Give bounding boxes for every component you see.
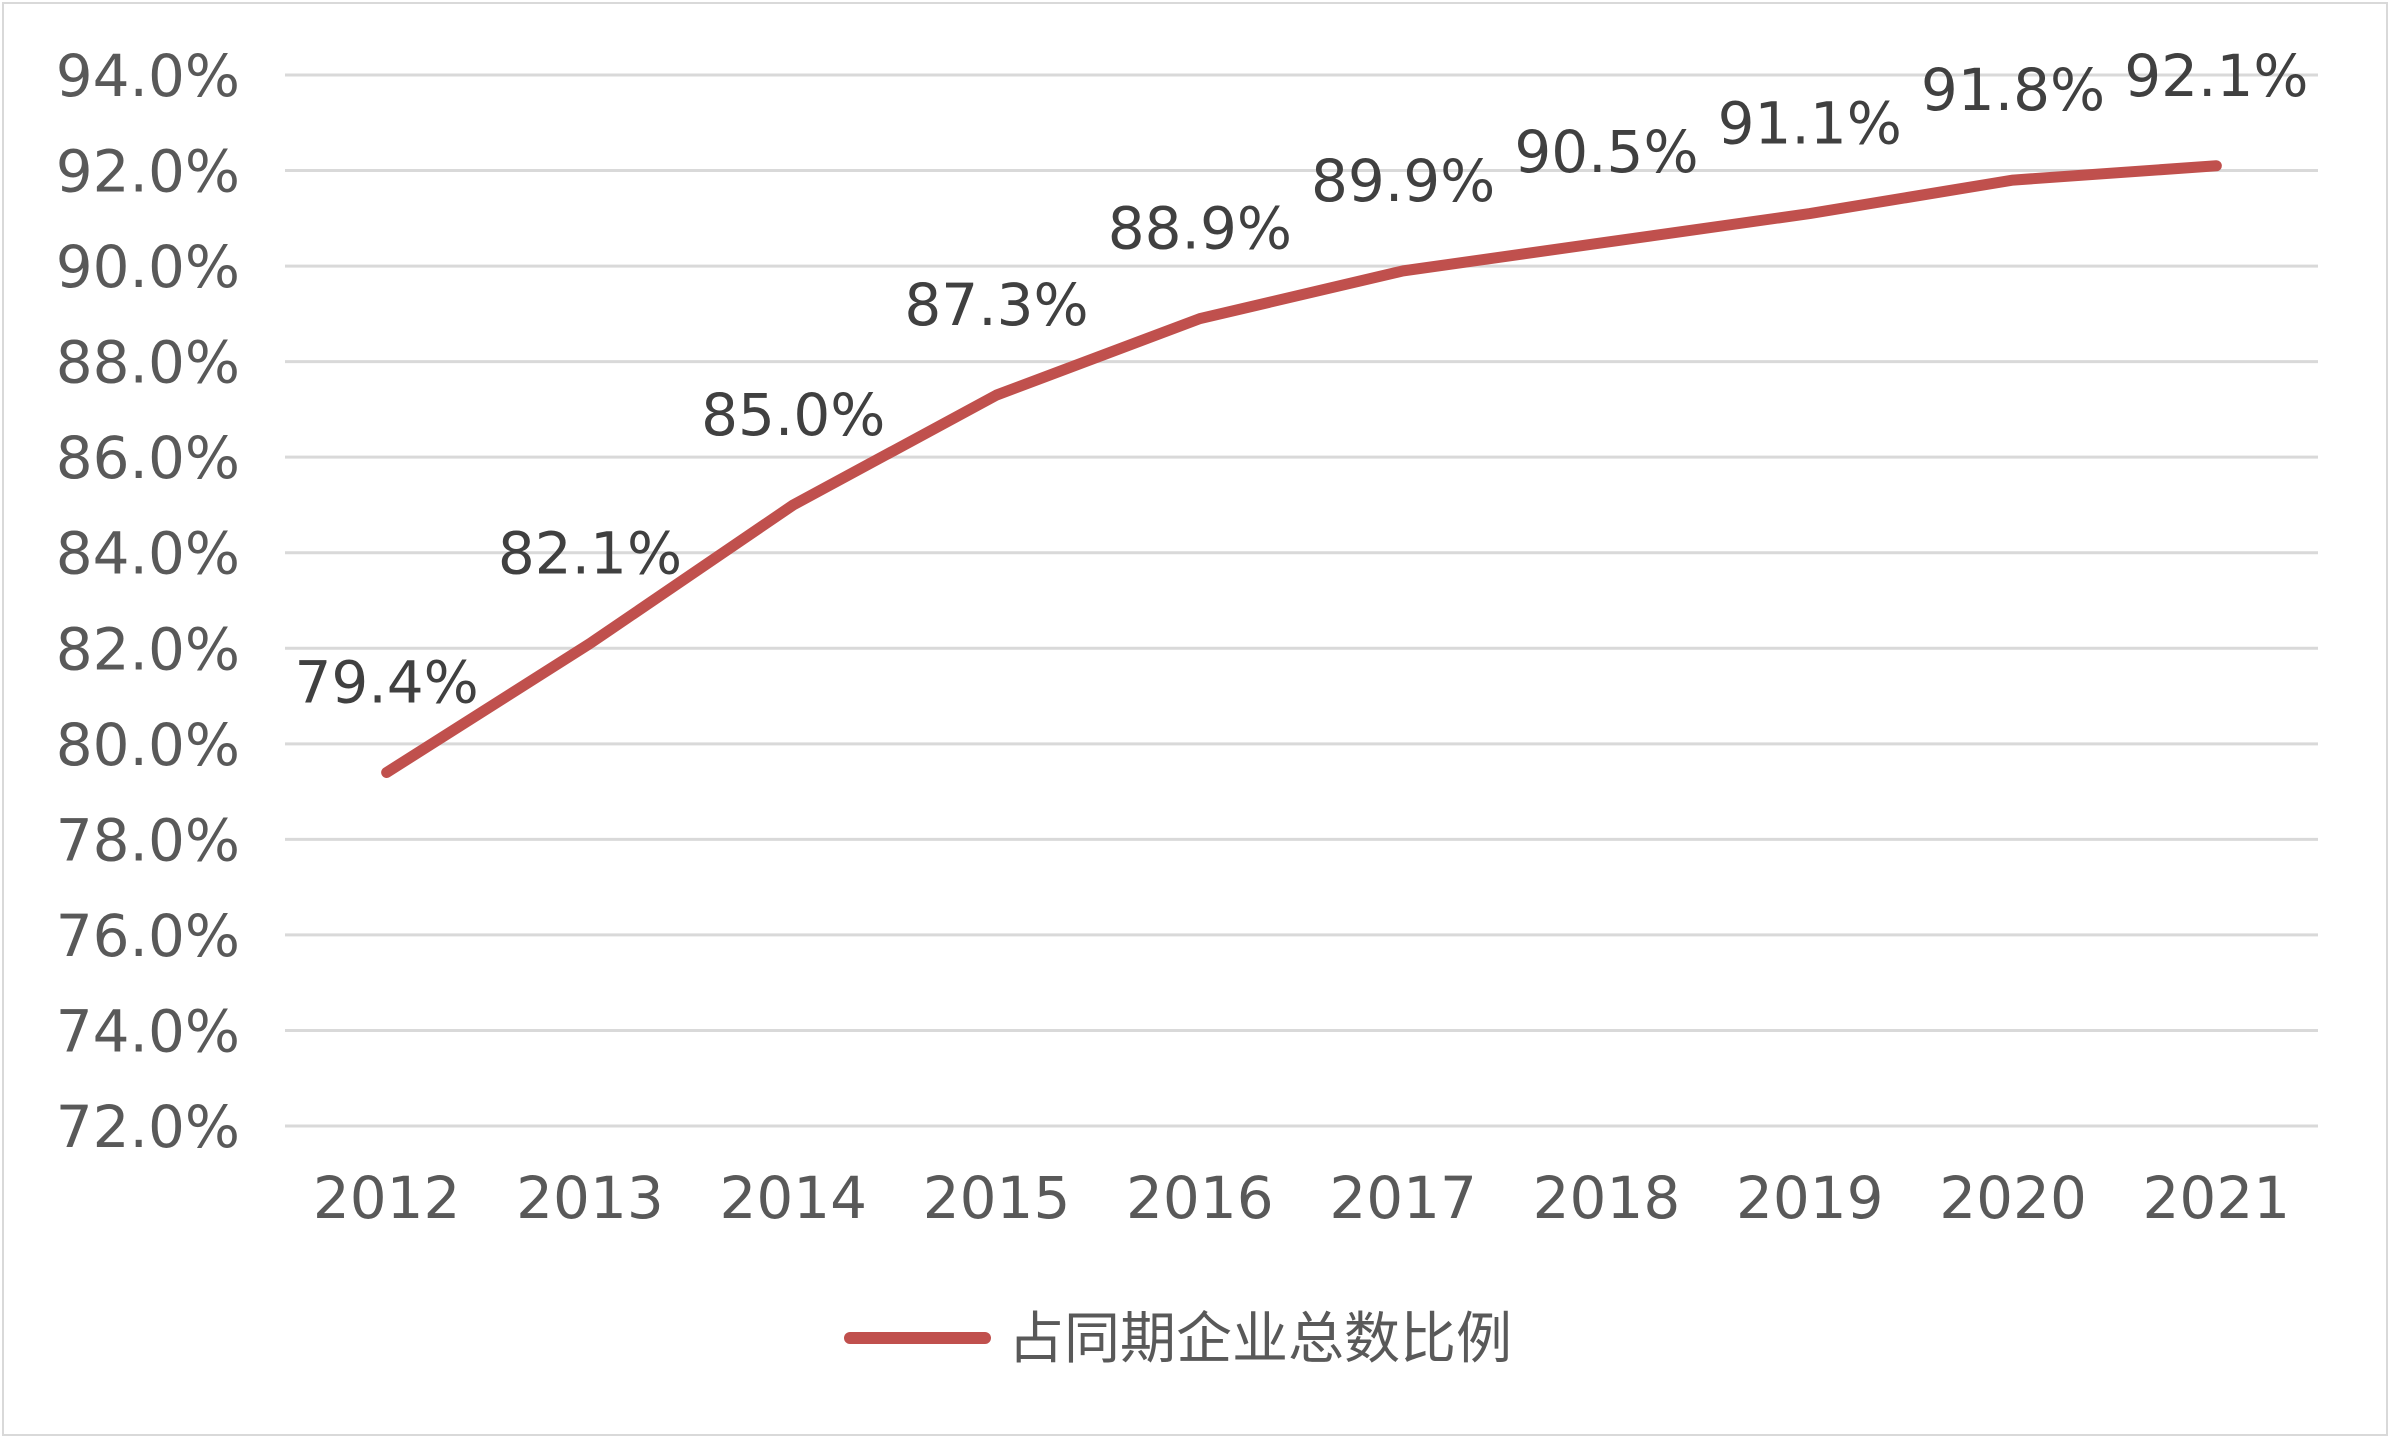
- data-label: 87.3%: [904, 271, 1088, 339]
- data-label: 89.9%: [1311, 147, 1495, 215]
- data-label: 79.4%: [295, 648, 479, 716]
- data-label: 91.1%: [1718, 90, 1902, 158]
- x-tick-label: 2020: [1939, 1164, 2087, 1232]
- y-tick-label: 74.0%: [56, 997, 240, 1065]
- data-label: 85.0%: [701, 381, 885, 449]
- data-label: 90.5%: [1514, 118, 1698, 186]
- series-line: [381, 160, 2222, 778]
- y-tick-label: 72.0%: [56, 1093, 240, 1161]
- y-tick-label: 88.0%: [56, 329, 240, 397]
- x-tick-label: 2015: [923, 1164, 1071, 1232]
- y-tick-label: 86.0%: [56, 424, 240, 492]
- x-tick-label: 2014: [719, 1164, 867, 1232]
- x-tick-label: 2021: [2143, 1164, 2291, 1232]
- y-axis-tick-labels: 72.0% 74.0% 76.0% 78.0% 80.0% 82.0% 84.0% 86.0%…: [56, 42, 240, 1161]
- x-tick-label: 2012: [313, 1164, 461, 1232]
- y-tick-label: 84.0%: [56, 520, 240, 588]
- y-tick-label: 80.0%: [56, 711, 240, 779]
- data-label: 88.9%: [1108, 195, 1292, 263]
- legend-label: 占同期企业总数比例: [1008, 1307, 1512, 1372]
- y-tick-label: 76.0%: [56, 902, 240, 970]
- y-tick-label: 78.0%: [56, 806, 240, 874]
- data-label: 91.8%: [1921, 56, 2105, 124]
- legend: 占同期企业总数比例: [844, 1307, 1512, 1372]
- gridlines: [285, 73, 2318, 1128]
- x-tick-label: 2017: [1329, 1164, 1477, 1232]
- x-tick-label: 2019: [1736, 1164, 1884, 1232]
- data-labels: 79.4% 82.1% 85.0% 87.3% 88.9% 89.9% 90.5% 91.1%…: [295, 42, 2309, 717]
- x-tick-label: 2016: [1126, 1164, 1274, 1232]
- x-tick-label: 2018: [1533, 1164, 1681, 1232]
- y-tick-label: 82.0%: [56, 615, 240, 683]
- series-layer: [381, 160, 2222, 778]
- x-tick-label: 2013: [516, 1164, 664, 1232]
- x-axis-tick-labels: 2012 2013 2014 2015 2016 2017 2018 2019 2020 2021: [313, 1164, 2290, 1232]
- y-tick-label: 92.0%: [56, 138, 240, 206]
- y-tick-label: 90.0%: [56, 233, 240, 301]
- data-label: 82.1%: [498, 519, 682, 587]
- y-tick-label: 94.0%: [56, 42, 240, 110]
- data-label: 92.1%: [2124, 42, 2308, 110]
